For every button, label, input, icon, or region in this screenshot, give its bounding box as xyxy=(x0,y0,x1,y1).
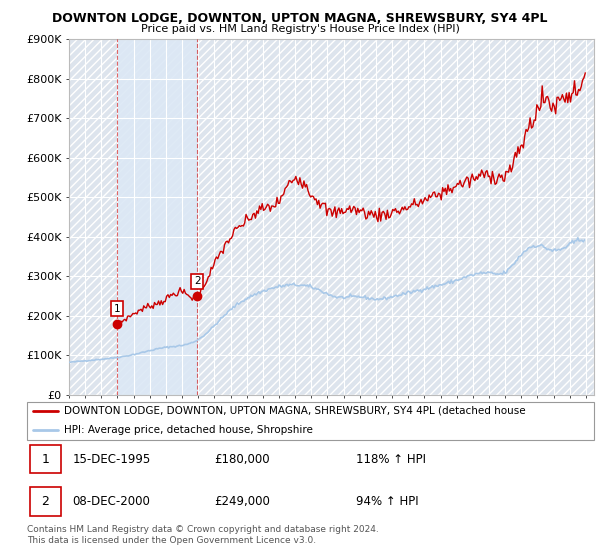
Text: DOWNTON LODGE, DOWNTON, UPTON MAGNA, SHREWSBURY, SY4 4PL (detached house: DOWNTON LODGE, DOWNTON, UPTON MAGNA, SHR… xyxy=(64,405,526,416)
Text: Contains HM Land Registry data © Crown copyright and database right 2024.
This d: Contains HM Land Registry data © Crown c… xyxy=(27,525,379,545)
FancyBboxPatch shape xyxy=(30,445,61,473)
Text: 2: 2 xyxy=(41,495,49,508)
Text: 1: 1 xyxy=(113,304,120,314)
FancyBboxPatch shape xyxy=(30,487,61,516)
Text: 08-DEC-2000: 08-DEC-2000 xyxy=(73,495,150,508)
Text: £249,000: £249,000 xyxy=(214,495,270,508)
Text: 1: 1 xyxy=(41,452,49,465)
Text: 2: 2 xyxy=(194,277,200,286)
Text: DOWNTON LODGE, DOWNTON, UPTON MAGNA, SHREWSBURY, SY4 4PL: DOWNTON LODGE, DOWNTON, UPTON MAGNA, SHR… xyxy=(52,12,548,25)
Text: 118% ↑ HPI: 118% ↑ HPI xyxy=(356,452,426,465)
Text: 15-DEC-1995: 15-DEC-1995 xyxy=(73,452,151,465)
Text: Price paid vs. HM Land Registry's House Price Index (HPI): Price paid vs. HM Land Registry's House … xyxy=(140,24,460,34)
Text: 94% ↑ HPI: 94% ↑ HPI xyxy=(356,495,418,508)
Text: £180,000: £180,000 xyxy=(214,452,270,465)
FancyBboxPatch shape xyxy=(27,402,594,440)
Text: HPI: Average price, detached house, Shropshire: HPI: Average price, detached house, Shro… xyxy=(64,424,313,435)
